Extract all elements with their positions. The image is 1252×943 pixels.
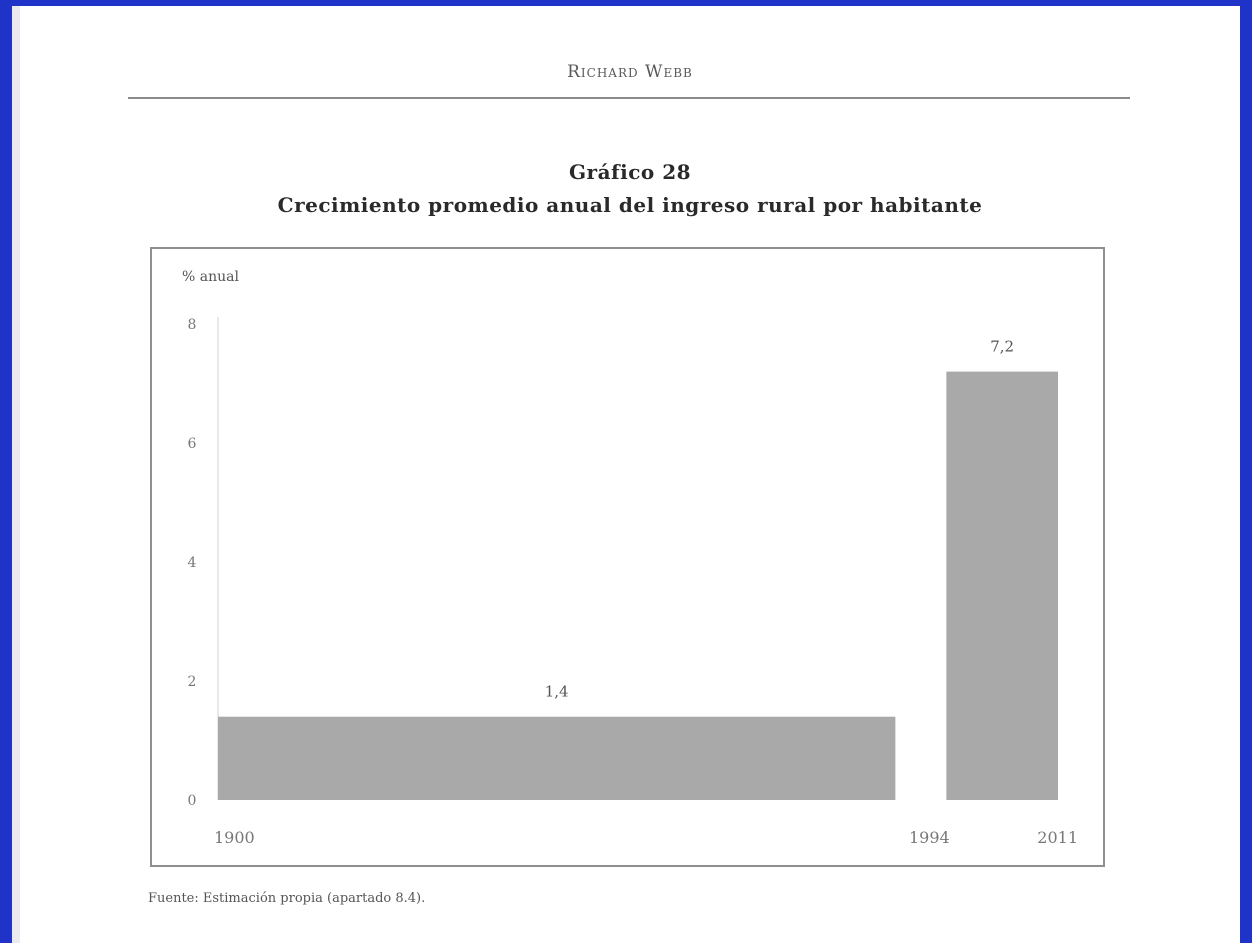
bar bbox=[946, 371, 1058, 800]
figure-title: Crecimiento promedio anual del ingreso r… bbox=[277, 193, 983, 217]
page-margin bbox=[12, 6, 20, 943]
y-tick-label: 0 bbox=[188, 793, 197, 809]
y-axis-label: % anual bbox=[182, 269, 239, 285]
y-tick-label: 8 bbox=[188, 317, 197, 333]
bar bbox=[218, 716, 896, 800]
bar-group: 1,4 7,2 bbox=[218, 338, 1058, 800]
bar-chart: % anual 0 2 4 6 8 1,4 7,2 1900 1994 2011 bbox=[150, 247, 1105, 867]
x-tick-label: 1900 bbox=[214, 828, 255, 847]
x-tick-group: 1900 1994 2011 bbox=[214, 828, 1078, 847]
y-tick-label: 4 bbox=[188, 555, 197, 571]
bar-value-label: 7,2 bbox=[990, 338, 1014, 356]
y-tick-label: 6 bbox=[188, 436, 197, 452]
bar-value-label: 1,4 bbox=[545, 683, 569, 701]
y-tick-group: 0 2 4 6 8 bbox=[188, 317, 197, 809]
x-tick-label: 1994 bbox=[909, 828, 950, 847]
header-rule bbox=[128, 97, 1130, 99]
running-head: Richard Webb bbox=[567, 62, 693, 82]
source-note: Fuente: Estimación propia (apartado 8.4)… bbox=[148, 891, 426, 906]
x-tick-label: 2011 bbox=[1037, 828, 1078, 847]
y-tick-label: 2 bbox=[188, 674, 197, 690]
figure-number: Gráfico 28 bbox=[568, 160, 692, 184]
chart-container: % anual 0 2 4 6 8 1,4 7,2 1900 1994 2011 bbox=[150, 247, 1105, 867]
